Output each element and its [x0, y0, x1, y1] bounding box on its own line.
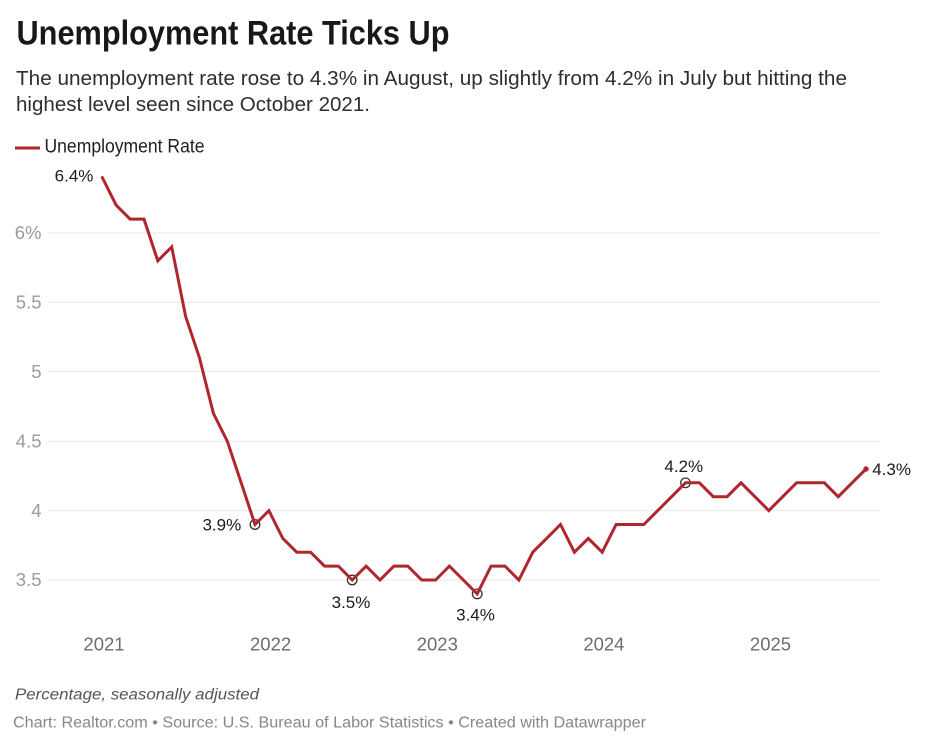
svg-text:5: 5 — [31, 361, 41, 382]
svg-text:2021: 2021 — [83, 633, 124, 654]
svg-text:3.5: 3.5 — [16, 569, 42, 590]
svg-text:Unemployment Rate Ticks Up: Unemployment Rate Ticks Up — [17, 14, 450, 52]
svg-text:6%: 6% — [15, 222, 42, 243]
svg-text:3.4%: 3.4% — [456, 606, 495, 625]
svg-text:6.4%: 6.4% — [55, 166, 94, 185]
svg-text:Unemployment Rate: Unemployment Rate — [45, 137, 205, 158]
svg-text:3.9%: 3.9% — [202, 516, 241, 535]
svg-text:3.5%: 3.5% — [332, 593, 371, 612]
svg-text:5.5: 5.5 — [16, 292, 42, 313]
svg-text:4.3%: 4.3% — [872, 460, 911, 479]
svg-text:4.2%: 4.2% — [664, 457, 703, 476]
svg-text:highest level seen since Octob: highest level seen since October 2021. — [16, 94, 370, 116]
svg-text:2022: 2022 — [250, 633, 291, 654]
svg-text:Percentage, seasonally adjuste: Percentage, seasonally adjusted — [15, 687, 260, 704]
svg-text:The unemployment rate rose to: The unemployment rate rose to 4.3% in Au… — [16, 68, 847, 90]
svg-text:Chart: Realtor.com • Source: U: Chart: Realtor.com • Source: U.S. Bureau… — [13, 714, 646, 731]
svg-text:2023: 2023 — [417, 633, 458, 654]
svg-text:4.5: 4.5 — [16, 430, 42, 451]
svg-text:4: 4 — [31, 500, 41, 521]
svg-text:2025: 2025 — [750, 633, 791, 654]
svg-text:2024: 2024 — [583, 633, 624, 654]
